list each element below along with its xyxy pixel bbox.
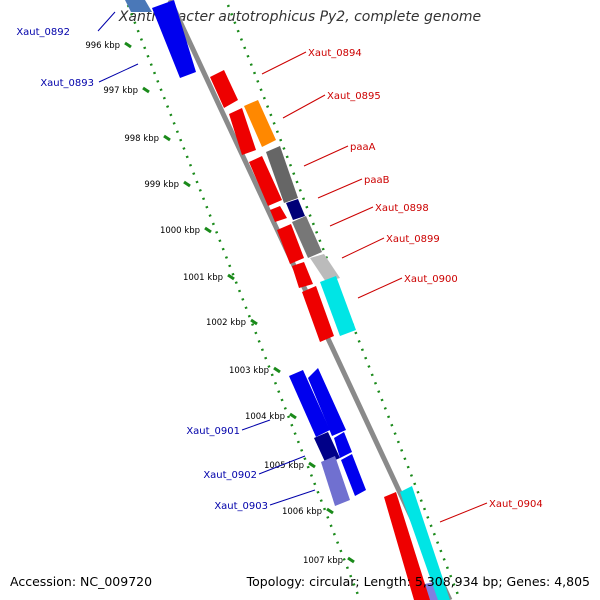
gene-label-xaut-0901[interactable]: Xaut_0901	[186, 426, 240, 437]
gene-label-xaut-0898[interactable]: Xaut_0898	[375, 203, 429, 214]
tick-label: 1002 kbp	[206, 318, 246, 328]
leader-line	[97, 11, 116, 32]
gene-label-paab[interactable]: paaB	[364, 175, 390, 186]
gene-xaut-0894[interactable]	[210, 70, 238, 108]
gene-xaut-0892[interactable]	[125, 0, 152, 12]
gene-xaut-0901[interactable]	[289, 370, 330, 437]
gene-labels: Xaut_0892 Xaut_0893 Xaut_0894 Xaut_0895 paaA…	[16, 27, 542, 512]
tick-label: 1005 kbp	[264, 461, 304, 471]
tick-label: 999 kbp	[144, 180, 179, 190]
tick-rows: 996 kbp 997 kbp 998 kbp 999 kbp 1000 kbp 1001…	[85, 4, 462, 600]
tick-mark	[124, 41, 132, 49]
leader-line	[439, 502, 488, 523]
tick-mark	[183, 180, 191, 188]
gene-label-xaut-0895[interactable]: Xaut_0895	[327, 91, 381, 102]
tick-label: 1000 kbp	[160, 226, 200, 236]
tick-mark	[308, 461, 316, 469]
leader-line	[329, 206, 374, 227]
leader-line	[317, 178, 363, 199]
tick-mark	[204, 226, 212, 234]
tick-label: 997 kbp	[103, 86, 138, 96]
gene-xaut-0898[interactable]	[286, 199, 305, 220]
tick-label: 1007 kbp	[303, 556, 343, 566]
accession-text: Accession: NC_009720	[10, 574, 153, 589]
gene-xaut-0895[interactable]	[244, 100, 276, 147]
gene-xaut-0901b[interactable]	[308, 368, 346, 436]
gene-xaut-0902b[interactable]	[334, 432, 352, 458]
leader-line	[98, 63, 139, 83]
gene-paaA[interactable]	[229, 108, 256, 155]
gene-xaut-0902[interactable]	[314, 432, 340, 464]
leader-line	[341, 237, 385, 259]
gene-xaut-0900d[interactable]	[302, 286, 334, 342]
gene-xaut-0904[interactable]	[384, 492, 430, 600]
tick-label: 996 kbp	[85, 41, 120, 51]
leader-lines	[97, 11, 488, 523]
gene-label-xaut-0902[interactable]: Xaut_0902	[203, 470, 257, 481]
gene-xaut-0903[interactable]	[321, 456, 350, 506]
gene-label-xaut-0900[interactable]: Xaut_0900	[404, 274, 458, 285]
gene-label-xaut-0892[interactable]: Xaut_0892	[16, 27, 70, 38]
gene-label-xaut-0899[interactable]: Xaut_0899	[386, 234, 440, 245]
tick-label: 998 kbp	[124, 134, 159, 144]
leader-line	[261, 51, 307, 75]
gene-xaut-0899[interactable]	[292, 216, 322, 258]
leader-line	[258, 455, 306, 475]
tick-mark	[142, 86, 150, 94]
tick-label: 1003 kbp	[229, 366, 269, 376]
tick-mark	[227, 273, 235, 281]
genome-summary-text: Topology: circular; Length: 5,308,934 bp…	[246, 574, 590, 589]
gene-label-xaut-0893[interactable]: Xaut_0893	[40, 78, 94, 89]
tick-mark	[163, 134, 171, 142]
gene-label-xaut-0903[interactable]: Xaut_0903	[214, 501, 268, 512]
tick-mark	[347, 556, 355, 564]
gene-xaut-0900b[interactable]	[292, 262, 313, 288]
leader-line	[357, 277, 403, 299]
gene-label-paaa[interactable]: paaA	[350, 142, 376, 153]
tick-mark	[273, 366, 281, 374]
tick-mark	[250, 318, 258, 326]
tick-label: 1004 kbp	[245, 412, 285, 422]
gene-xaut-0903b[interactable]	[341, 454, 366, 496]
gene-xaut-0900c[interactable]	[320, 276, 356, 336]
forward-strand-genes	[210, 70, 450, 600]
leader-line	[241, 419, 271, 431]
leader-line	[269, 489, 316, 506]
leader-line	[282, 94, 326, 119]
tick-label: 1001 kbp	[183, 273, 223, 283]
tick-mark	[326, 507, 334, 515]
gene-label-xaut-0894[interactable]: Xaut_0894	[308, 48, 362, 59]
gene-xaut-0893[interactable]	[152, 0, 196, 78]
gene-xaut-0899b[interactable]	[277, 224, 304, 264]
gene-xaut-0898b[interactable]	[270, 206, 287, 222]
leader-line	[303, 145, 349, 167]
gene-paaB[interactable]	[266, 146, 298, 203]
map-title: Xanthobacter autotrophicus Py2, complete…	[118, 9, 482, 25]
tick-mark	[289, 412, 297, 420]
gene-label-xaut-0904[interactable]: Xaut_0904	[489, 499, 543, 510]
tick-row	[126, 4, 362, 600]
tick-label: 1006 kbp	[282, 507, 322, 517]
gene-xaut-0904b[interactable]	[400, 486, 450, 600]
tick-row	[226, 4, 462, 600]
gene-xaut-0900[interactable]	[310, 254, 340, 282]
gene-paaA-b[interactable]	[249, 156, 282, 206]
